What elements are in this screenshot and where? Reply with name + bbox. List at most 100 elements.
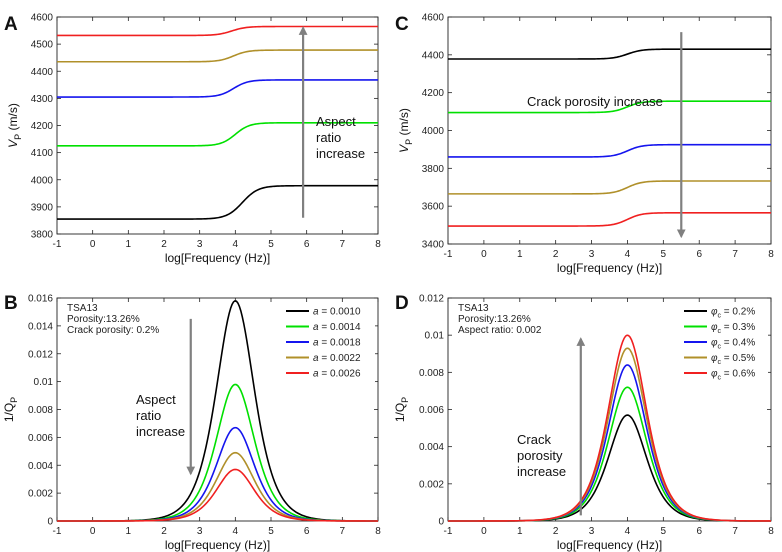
legend-label: a = 0.0018: [313, 338, 361, 349]
y-axis-label-unit: (m/s): [397, 108, 411, 139]
series-line: [57, 49, 378, 63]
y-tick-label: 0.01: [425, 331, 445, 342]
annotation-text: porosity: [517, 448, 563, 463]
legend-label: φc = 0.2%: [711, 307, 755, 320]
series-line: [448, 143, 771, 158]
legend-symbol: a: [313, 322, 319, 333]
annotation-text: Aspect: [316, 114, 356, 129]
series-line: [448, 100, 771, 114]
y-axis-label: 1/QP: [2, 397, 19, 422]
legend-label: φc = 0.6%: [711, 369, 755, 382]
x-tick-label: 2: [161, 526, 167, 537]
x-tick-label: 5: [268, 239, 274, 250]
panel-letter: A: [4, 14, 18, 35]
y-tick-label: 4100: [31, 148, 54, 159]
y-axis-label-main: 1/Q: [393, 403, 407, 422]
legend-value: = 0.6%: [721, 369, 755, 380]
panel-letter: B: [4, 293, 18, 314]
y-axis-label-main: V: [397, 144, 411, 153]
x-tick-label: 4: [233, 239, 239, 250]
y-tick-label: 3600: [422, 202, 445, 213]
x-tick-label: 0: [481, 526, 487, 537]
annotation-text: Crack porosity increase: [527, 94, 663, 109]
x-tick-label: -1: [53, 239, 62, 250]
x-tick-label: 4: [625, 249, 631, 260]
legend-subscript: c: [718, 328, 722, 335]
series-line: [448, 334, 771, 522]
x-tick-label: 2: [553, 249, 559, 260]
x-tick-label: 8: [768, 249, 774, 260]
legend-value: = 0.0014: [319, 322, 361, 333]
y-axis-label-sub: P: [9, 397, 19, 403]
legend-label: a = 0.0026: [313, 369, 361, 380]
annotation-text: ratio: [316, 130, 341, 145]
y-axis-label-main: V: [6, 139, 20, 148]
series-line: [57, 468, 378, 522]
y-tick-label: 0: [438, 517, 444, 528]
legend-symbol: φ: [711, 307, 718, 318]
legend-value: = 0.3%: [721, 322, 755, 333]
legend-label: φc = 0.4%: [711, 338, 755, 351]
legend-subscript: c: [718, 375, 722, 382]
x-tick-label: 8: [768, 526, 774, 537]
x-tick-label: 7: [340, 526, 346, 537]
x-axis-label: log[Frequency (Hz)]: [557, 538, 662, 552]
annotation-text: increase: [316, 146, 365, 161]
y-tick-label: 4000: [31, 175, 54, 186]
legend-value: = 0.0026: [319, 369, 361, 380]
x-tick-label: 1: [126, 526, 132, 537]
x-tick-label: 8: [375, 239, 381, 250]
annotation-text: Crack: [517, 432, 551, 447]
y-axis-label-sub: P: [400, 397, 410, 403]
x-tick-label: 6: [304, 526, 310, 537]
panel-letter: C: [395, 14, 409, 35]
x-axis-label: log[Frequency (Hz)]: [557, 261, 662, 275]
legend-label: a = 0.0014: [313, 322, 361, 333]
series-line: [57, 184, 378, 220]
x-tick-label: 7: [340, 239, 346, 250]
x-tick-label: 2: [161, 239, 167, 250]
info-text: Porosity:13.26%: [67, 314, 140, 325]
y-tick-label: 3900: [31, 202, 54, 213]
legend-symbol: φ: [711, 369, 718, 380]
legend-subscript: c: [718, 359, 722, 366]
series-line: [57, 121, 378, 147]
x-axis-label: log[Frequency (Hz)]: [165, 538, 270, 552]
annotation-text: increase: [517, 464, 566, 479]
y-tick-label: 4300: [31, 94, 54, 105]
x-tick-label: 0: [481, 249, 487, 260]
y-tick-label: 0.004: [419, 442, 444, 453]
y-axis-label-sub: P: [13, 134, 23, 140]
series-line: [448, 180, 771, 195]
series-line: [57, 79, 378, 98]
x-tick-label: 5: [268, 526, 274, 537]
info-text: Porosity:13.26%: [458, 314, 531, 325]
series-line: [57, 25, 378, 37]
y-tick-label: 4600: [31, 13, 54, 24]
y-tick-label: 0.004: [28, 461, 53, 472]
y-tick-label: 4500: [31, 40, 54, 51]
x-tick-label: 5: [661, 526, 667, 537]
info-text: TSA13: [67, 303, 98, 314]
legend-value: = 0.4%: [721, 338, 755, 349]
y-tick-label: 3400: [422, 240, 445, 251]
y-axis-label-unit: (m/s): [6, 103, 20, 134]
y-tick-label: 0.006: [28, 433, 53, 444]
legend-symbol: φ: [711, 353, 718, 364]
x-tick-label: -1: [444, 526, 453, 537]
x-tick-label: 6: [696, 249, 702, 260]
legend-value: = 0.0022: [319, 353, 361, 364]
x-tick-label: 1: [126, 239, 132, 250]
legend-label: a = 0.0022: [313, 353, 361, 364]
y-tick-label: 0.008: [419, 368, 444, 379]
y-tick-label: 4400: [422, 50, 445, 61]
y-tick-label: 0.008: [28, 405, 53, 416]
legend-label: φc = 0.3%: [711, 322, 755, 335]
x-tick-label: 7: [732, 249, 738, 260]
legend-symbol: a: [313, 369, 319, 380]
y-tick-label: 4400: [31, 67, 54, 78]
legend-symbol: a: [313, 307, 319, 318]
x-tick-label: 1: [517, 249, 523, 260]
series-line: [448, 414, 771, 522]
y-axis-label-sub: P: [404, 139, 414, 145]
